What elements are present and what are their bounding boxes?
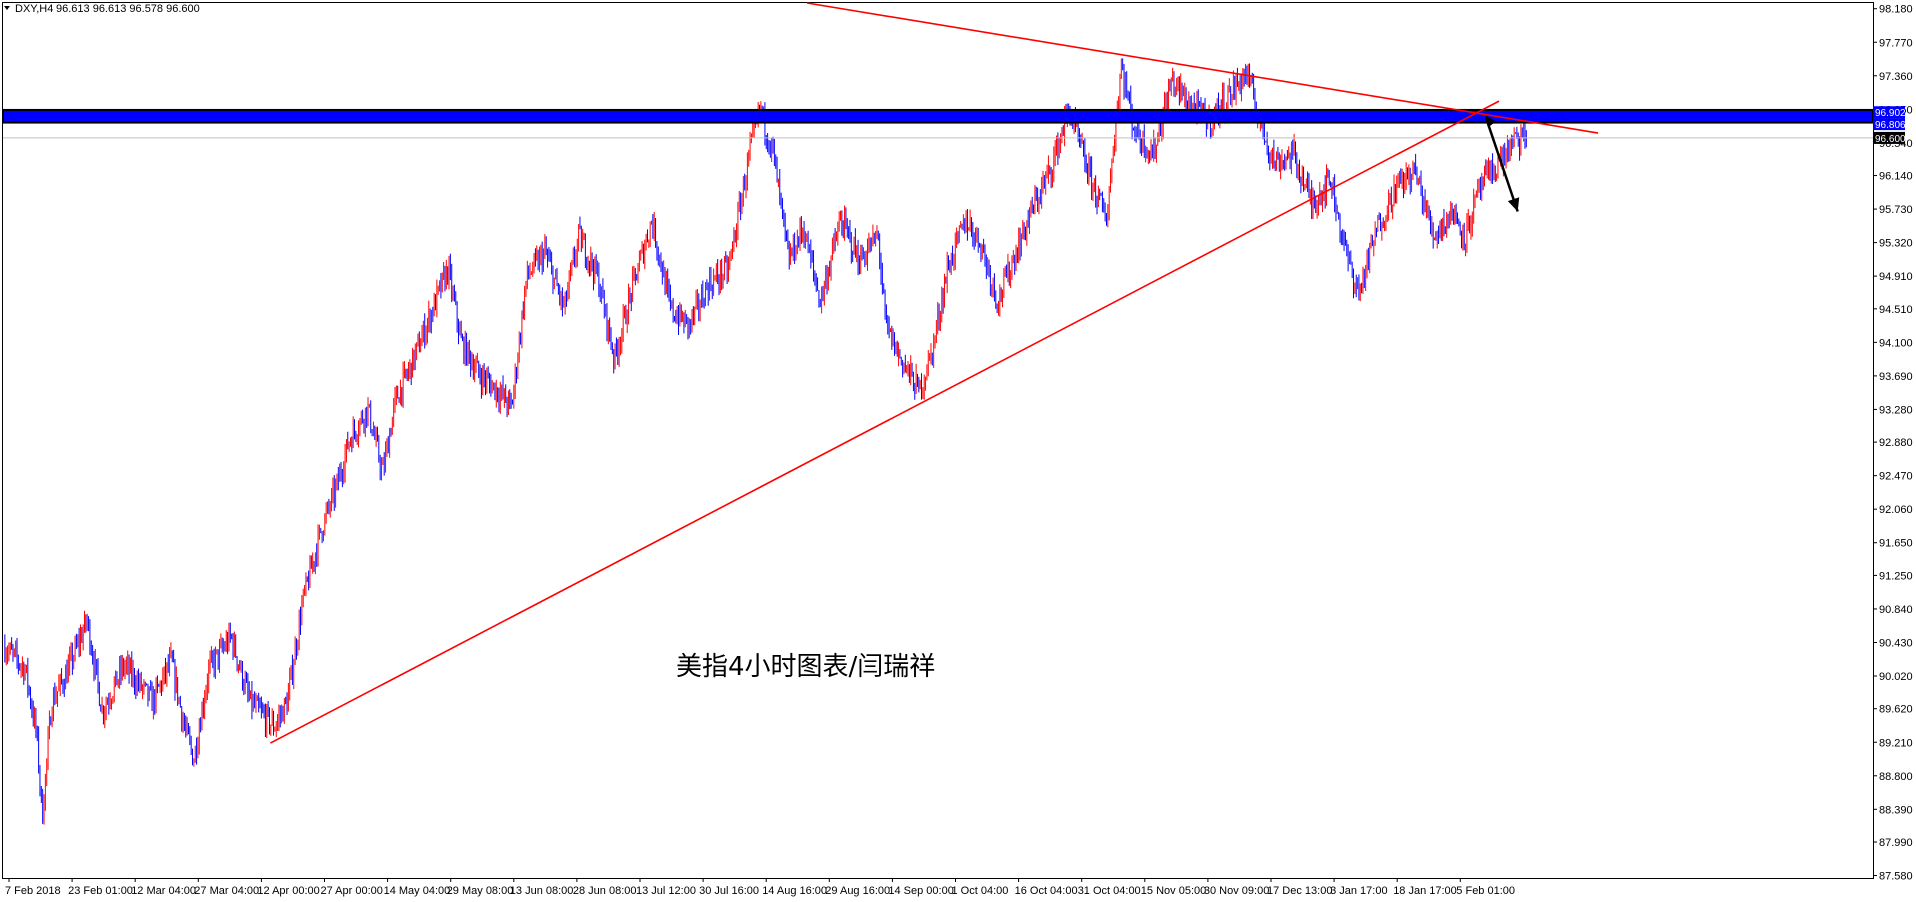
price-tick-label: 89.210 [1879,737,1913,749]
time-tick-label: 1 Oct 04:00 [952,885,1009,897]
resistance-trendline [806,2,1599,134]
price-tag-label: 96.806 [1875,120,1906,131]
ohlc-label: 96.613 96.613 96.578 96.600 [56,3,200,15]
price-tick-label: 95.730 [1879,204,1913,216]
price-tick-label: 98.180 [1879,4,1913,16]
price-tick-label: 95.320 [1879,238,1913,250]
time-tick-label: 12 Apr 00:00 [257,885,319,897]
arrow-shaft [1484,117,1519,212]
time-tick-label: 12 Mar 04:00 [131,885,196,897]
time-tick-label: 23 Feb 01:00 [68,885,133,897]
time-tick-label: 29 May 08:00 [447,885,514,897]
time-tick-label: 30 Jul 16:00 [699,885,759,897]
time-tick-label: 13 Jul 12:00 [636,885,696,897]
price-tick-label: 87.990 [1879,837,1913,849]
time-tick-label: 17 Dec 13:00 [1267,885,1332,897]
candle-series [4,58,1527,825]
support-trendline [270,100,1500,744]
chart-frame [2,2,1874,879]
price-tick-label: 90.430 [1879,637,1913,649]
time-tick-label: 14 Sep 00:00 [888,885,953,897]
price-tag-box [1873,131,1905,144]
time-tick-label: 5 Feb 01:00 [1456,885,1515,897]
price-tick-label: 92.470 [1879,471,1913,483]
arrow-head [1507,197,1520,212]
time-tick-label: 13 Jun 08:00 [510,885,574,897]
price-tick-label: 97.360 [1879,71,1913,83]
price-tick-label: 88.800 [1879,771,1913,783]
price-tick-label: 90.840 [1879,604,1913,616]
price-tick-label: 87.580 [1879,871,1913,883]
time-tick-label: 14 May 04:00 [384,885,451,897]
price-tag-box [1873,118,1905,131]
time-tick-label: 30 Nov 09:00 [1204,885,1269,897]
price-tick-label: 89.620 [1879,704,1913,716]
chart-header: DXY,H4 96.613 96.613 96.578 96.600 [4,3,200,15]
time-tick-label: 3 Jan 17:00 [1330,885,1388,897]
time-tick-label: 15 Nov 05:00 [1141,885,1206,897]
price-tick-label: 96.140 [1879,171,1913,183]
price-tick-label: 97.770 [1879,37,1913,49]
price-tick-label: 91.650 [1879,538,1913,550]
time-tick-label: 31 Oct 04:00 [1078,885,1141,897]
price-tick-label: 90.020 [1879,671,1913,683]
trendlines [270,2,1599,744]
time-tick-label: 16 Oct 04:00 [1015,885,1078,897]
time-tick-label: 28 Jun 08:00 [573,885,637,897]
watermark-text: 美指4小时图表/闫瑞祥 [676,652,935,682]
price-tag-box [1873,106,1905,119]
symbol-dropdown-icon[interactable] [4,6,10,10]
price-tick-label: 92.880 [1879,437,1913,449]
time-tick-label: 7 Feb 2018 [5,885,61,897]
forecast-arrow [1484,115,1520,212]
price-tick-label: 94.510 [1879,304,1913,316]
time-tick-label: 14 Aug 16:00 [762,885,827,897]
price-tick-label: 93.280 [1879,404,1913,416]
time-tick-label: 29 Aug 16:00 [825,885,890,897]
time-tick-label: 27 Apr 00:00 [321,885,383,897]
symbol-label: DXY,H4 [15,3,53,15]
resistance-band [2,108,1874,124]
price-tick-label: 93.690 [1879,371,1913,383]
price-axis: 98.18097.77097.36096.95096.54096.14095.7… [1873,4,1913,883]
price-tick-label: 94.910 [1879,271,1913,283]
price-tick-label: 88.390 [1879,804,1913,816]
price-tag-label: 96.902 [1875,108,1906,119]
price-tag-label: 96.600 [1875,134,1906,145]
arrow-tail [1485,115,1496,128]
price-tick-label: 92.060 [1879,504,1913,516]
time-tick-label: 18 Jan 17:00 [1393,885,1457,897]
time-tick-label: 27 Mar 04:00 [194,885,259,897]
resistance-zone [2,108,1874,139]
price-tick-label: 91.250 [1879,570,1913,582]
price-tick-label: 94.100 [1879,337,1913,349]
